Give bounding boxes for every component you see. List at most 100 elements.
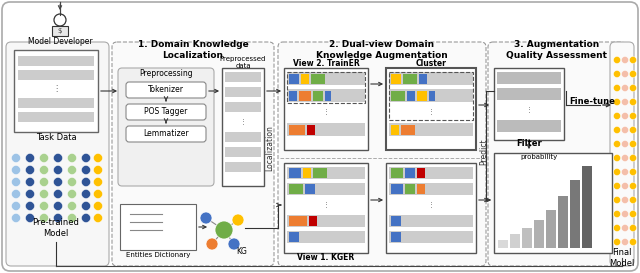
Bar bbox=[429, 91, 435, 100]
Bar bbox=[570, 180, 580, 248]
Bar bbox=[18, 70, 94, 80]
Circle shape bbox=[54, 177, 63, 186]
Bar bbox=[222, 68, 264, 186]
Bar bbox=[389, 167, 473, 179]
Circle shape bbox=[12, 189, 20, 198]
Text: ⋮: ⋮ bbox=[323, 108, 330, 114]
Bar bbox=[299, 91, 311, 100]
Bar bbox=[391, 232, 401, 242]
Text: ⋮: ⋮ bbox=[323, 201, 330, 207]
Bar bbox=[407, 91, 415, 100]
Bar bbox=[558, 196, 568, 248]
Bar bbox=[301, 73, 309, 84]
Circle shape bbox=[26, 165, 35, 174]
Circle shape bbox=[54, 153, 63, 162]
Bar bbox=[225, 102, 261, 112]
Bar bbox=[305, 184, 315, 194]
Bar bbox=[391, 216, 401, 226]
Text: probability: probability bbox=[520, 154, 557, 160]
Circle shape bbox=[67, 213, 77, 222]
Bar bbox=[289, 184, 303, 194]
Circle shape bbox=[200, 212, 212, 224]
Bar bbox=[289, 73, 299, 84]
Circle shape bbox=[67, 165, 77, 174]
Bar bbox=[287, 72, 365, 103]
Circle shape bbox=[630, 57, 637, 64]
Circle shape bbox=[93, 165, 102, 174]
Bar bbox=[497, 88, 561, 100]
Circle shape bbox=[12, 213, 20, 222]
Circle shape bbox=[630, 182, 637, 189]
Circle shape bbox=[614, 126, 621, 133]
Text: Entities Dictionary: Entities Dictionary bbox=[126, 252, 190, 258]
Bar bbox=[494, 68, 564, 140]
Bar bbox=[289, 168, 301, 178]
Circle shape bbox=[630, 155, 637, 162]
Circle shape bbox=[621, 126, 628, 133]
Text: Filter: Filter bbox=[516, 140, 542, 149]
Bar bbox=[311, 73, 325, 84]
Text: 2. Dual-view Domain
Knowledge Augmentation: 2. Dual-view Domain Knowledge Augmentati… bbox=[316, 40, 448, 60]
Bar bbox=[287, 167, 365, 179]
Circle shape bbox=[40, 201, 49, 210]
FancyBboxPatch shape bbox=[610, 42, 634, 266]
Bar bbox=[225, 87, 261, 97]
Bar bbox=[313, 91, 323, 100]
Bar bbox=[287, 72, 365, 85]
Bar bbox=[225, 147, 261, 157]
FancyBboxPatch shape bbox=[278, 42, 486, 266]
Circle shape bbox=[40, 189, 49, 198]
Bar bbox=[582, 166, 592, 248]
Circle shape bbox=[614, 197, 621, 203]
Circle shape bbox=[621, 182, 628, 189]
Bar bbox=[313, 168, 327, 178]
Text: ⋮: ⋮ bbox=[52, 84, 60, 93]
Circle shape bbox=[54, 189, 63, 198]
Bar bbox=[287, 215, 365, 227]
FancyBboxPatch shape bbox=[488, 42, 626, 266]
Circle shape bbox=[206, 238, 218, 250]
Circle shape bbox=[614, 85, 621, 91]
Circle shape bbox=[614, 168, 621, 176]
Bar bbox=[18, 56, 94, 66]
Bar bbox=[225, 162, 261, 172]
Circle shape bbox=[12, 177, 20, 186]
Bar bbox=[225, 72, 261, 82]
Circle shape bbox=[93, 153, 102, 162]
Circle shape bbox=[26, 213, 35, 222]
Text: Preprocessing: Preprocessing bbox=[139, 70, 193, 79]
Bar bbox=[303, 168, 311, 178]
Circle shape bbox=[81, 165, 90, 174]
Bar bbox=[391, 168, 403, 178]
Bar bbox=[391, 91, 405, 100]
Text: Localization: Localization bbox=[266, 125, 275, 171]
Circle shape bbox=[93, 177, 102, 186]
Circle shape bbox=[12, 165, 20, 174]
Circle shape bbox=[67, 201, 77, 210]
Circle shape bbox=[12, 201, 20, 210]
FancyBboxPatch shape bbox=[6, 42, 109, 266]
Circle shape bbox=[26, 189, 35, 198]
Circle shape bbox=[630, 168, 637, 176]
Bar bbox=[289, 91, 297, 100]
Circle shape bbox=[67, 189, 77, 198]
Text: 1. Domain Knowledge
Localization: 1. Domain Knowledge Localization bbox=[138, 40, 248, 60]
Circle shape bbox=[621, 168, 628, 176]
Bar bbox=[18, 98, 94, 108]
Circle shape bbox=[614, 99, 621, 105]
Bar bbox=[417, 184, 425, 194]
Text: Model Developer: Model Developer bbox=[28, 37, 92, 46]
Circle shape bbox=[630, 239, 637, 245]
Bar bbox=[307, 124, 315, 135]
Text: ⋮: ⋮ bbox=[428, 108, 435, 114]
Bar bbox=[389, 72, 473, 120]
Circle shape bbox=[93, 213, 102, 222]
Circle shape bbox=[630, 197, 637, 203]
Bar bbox=[325, 91, 331, 100]
Circle shape bbox=[40, 177, 49, 186]
Circle shape bbox=[630, 210, 637, 218]
Text: ⋮: ⋮ bbox=[239, 118, 246, 124]
FancyBboxPatch shape bbox=[2, 2, 638, 271]
Circle shape bbox=[630, 224, 637, 232]
Circle shape bbox=[614, 112, 621, 120]
